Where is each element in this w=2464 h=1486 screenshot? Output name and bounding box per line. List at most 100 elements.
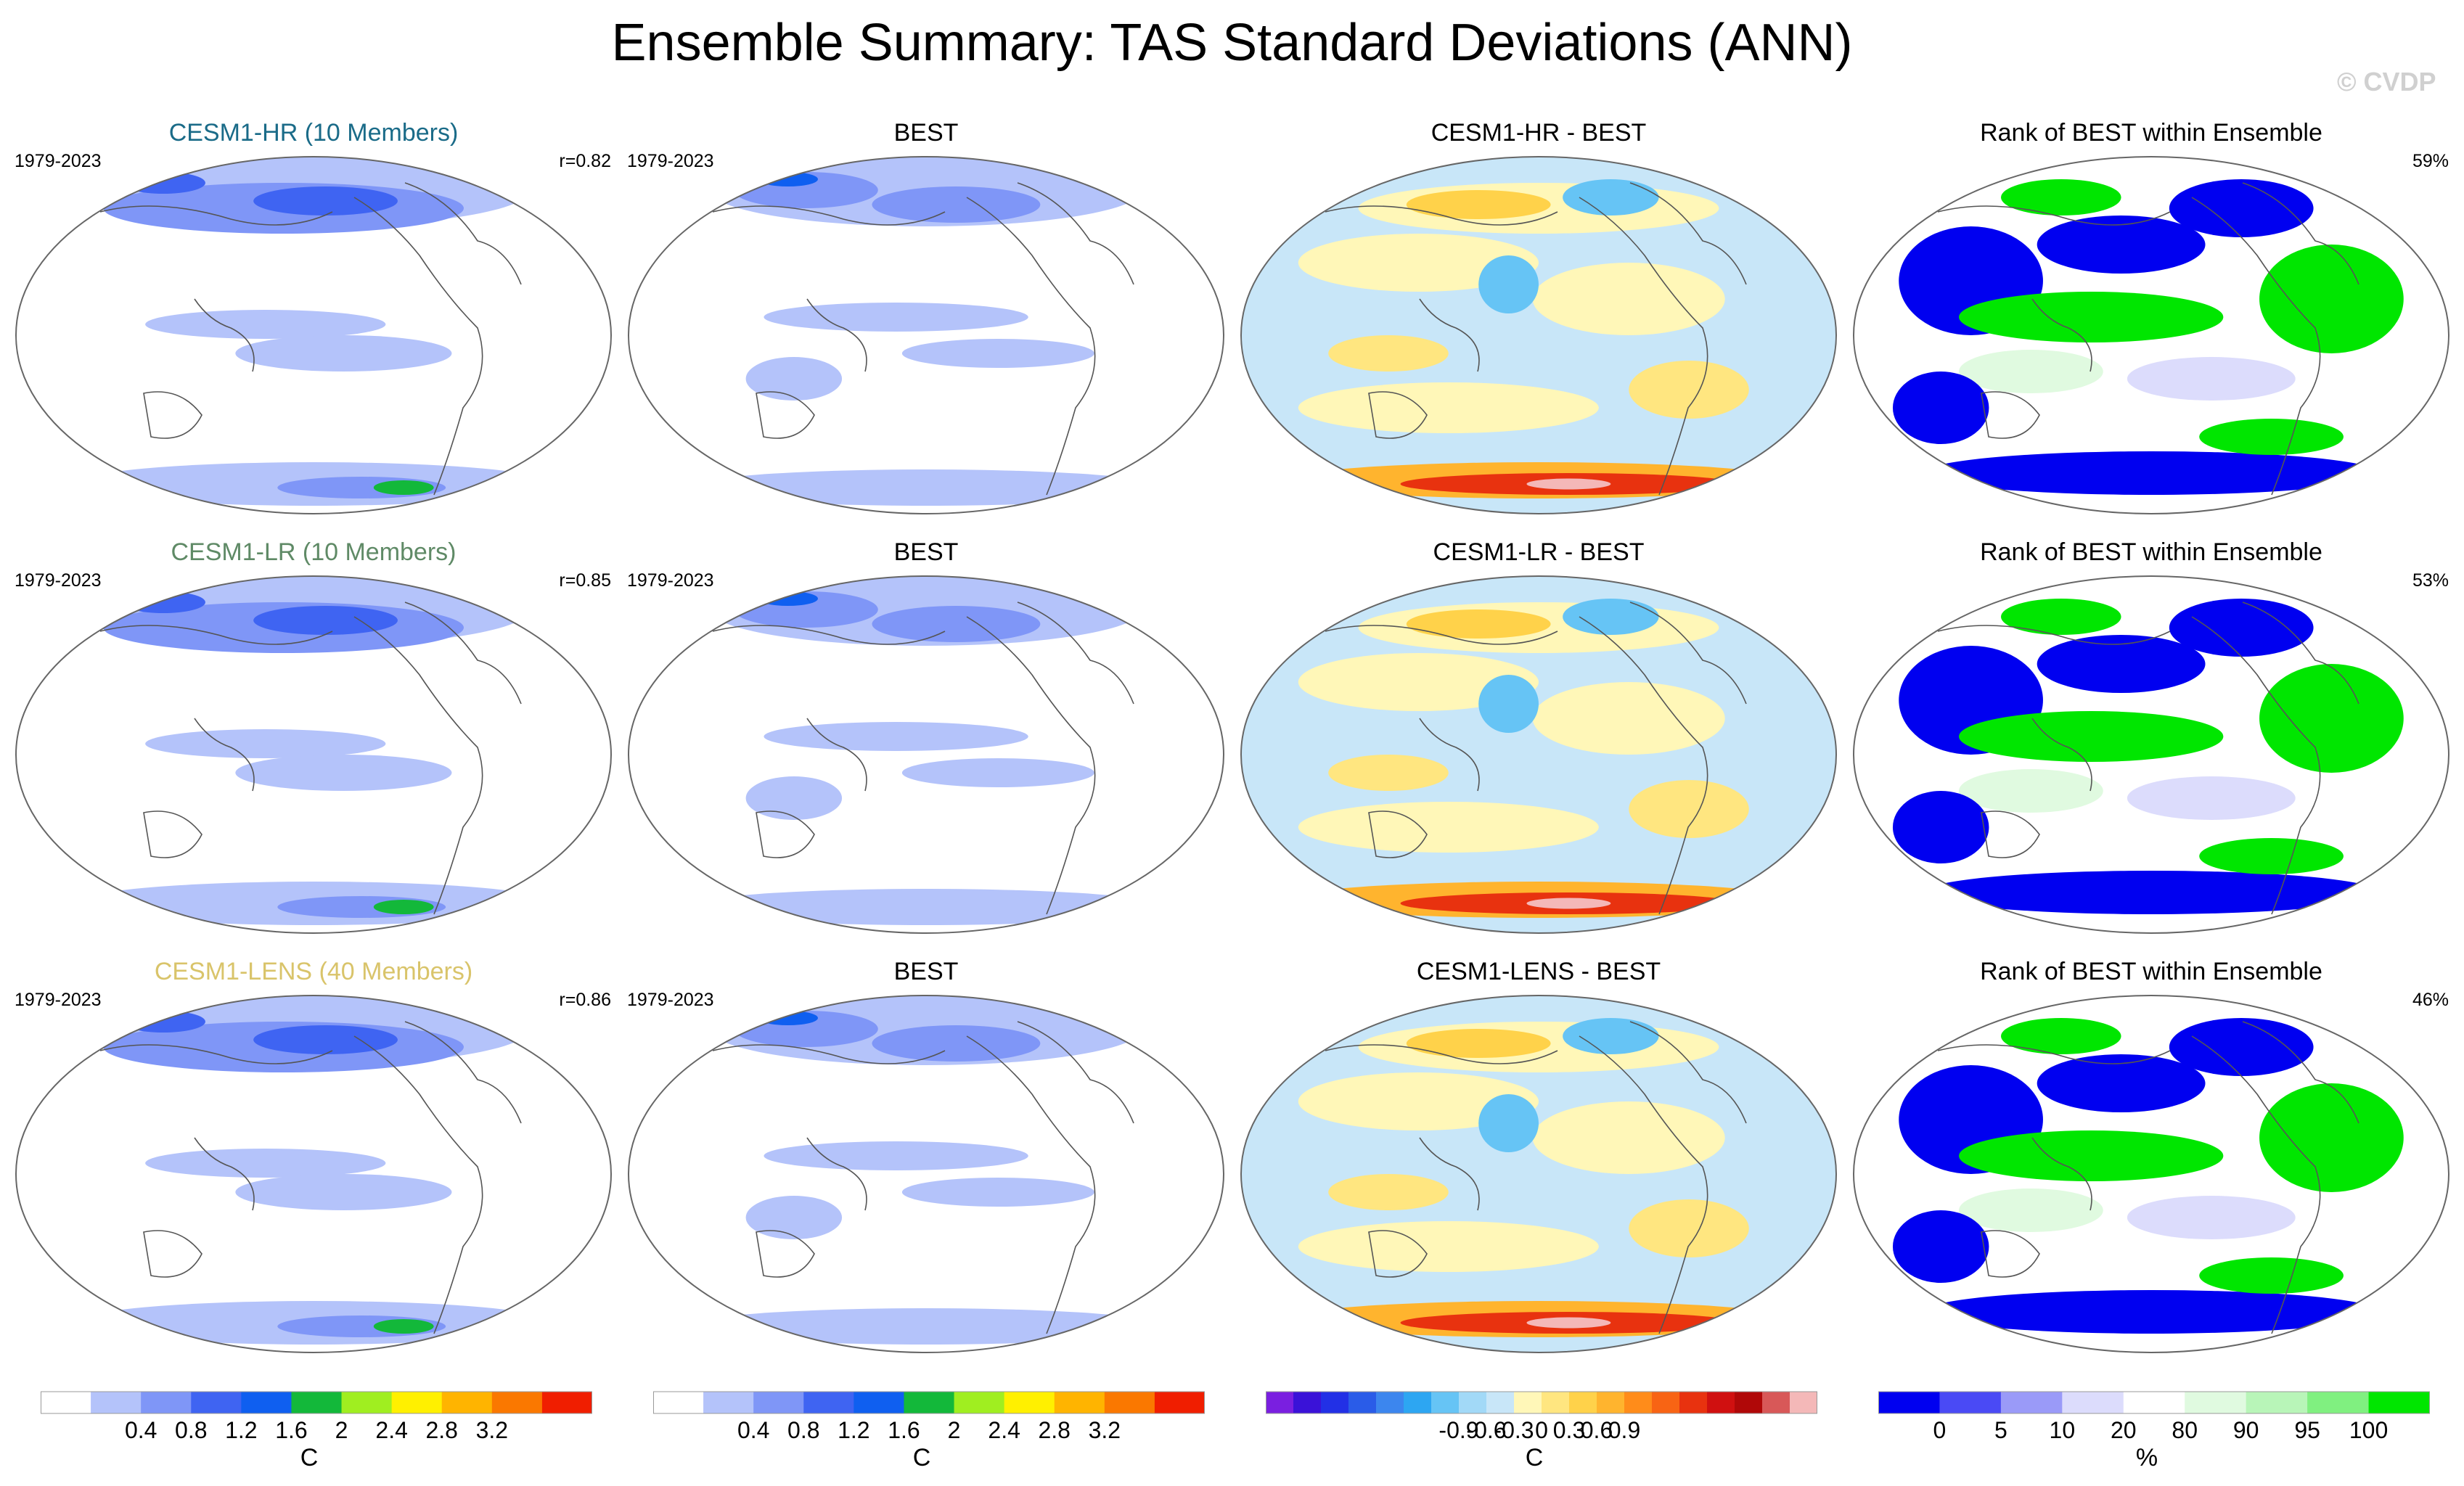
colorbar-tick-label: 2 — [948, 1417, 961, 1443]
coastline — [194, 1137, 255, 1211]
field-contour — [373, 480, 434, 495]
field-contour — [253, 606, 398, 635]
field-contour — [2127, 1196, 2296, 1239]
field-contour — [1478, 255, 1539, 313]
colorbar-tick-label: 2.8 — [425, 1417, 457, 1443]
colorbar-swatch — [291, 1392, 343, 1413]
coastline — [353, 616, 483, 915]
coastline — [2191, 197, 2321, 496]
field-contour — [1478, 1094, 1539, 1152]
coastline — [1419, 1137, 1480, 1211]
colorbar-swatch — [2246, 1392, 2308, 1413]
map-outline — [1853, 156, 2449, 514]
field-contour — [373, 900, 434, 914]
coastline — [806, 1137, 867, 1211]
field-contour — [1563, 599, 1659, 635]
coastline — [2031, 1137, 2092, 1211]
panel-title-model: CESM1-HR (10 Members) — [168, 119, 459, 147]
field-contour — [1526, 478, 1611, 490]
coastline — [99, 625, 333, 645]
coastline — [1981, 810, 2040, 858]
colorbar-swatch — [2368, 1392, 2430, 1413]
rank-percent-label: 46% — [2412, 990, 2449, 1010]
field-contour — [1328, 335, 1449, 372]
field-contour — [2259, 1083, 2404, 1192]
field-contour — [1298, 382, 1599, 433]
colorbar-tick-label: 0.4 — [125, 1417, 157, 1443]
field-contour — [121, 172, 205, 194]
map-outline — [1240, 156, 1837, 514]
field-contour — [745, 776, 843, 820]
field-contour — [121, 1011, 205, 1033]
coastline — [1325, 625, 1558, 645]
field-contour — [1892, 1210, 1989, 1283]
colorbar-swatch — [1542, 1392, 1570, 1413]
map-obs-row-2 — [628, 575, 1224, 934]
map-outline — [1853, 995, 2449, 1353]
period-label: 1979-2023 — [627, 570, 714, 591]
coastline — [143, 1230, 202, 1278]
coastline — [1579, 197, 1708, 496]
rank-percent-label: 53% — [2412, 570, 2449, 591]
field-contour — [2199, 1257, 2344, 1294]
field-contour — [121, 591, 205, 613]
colorbar-tick-label: 0.3 — [1553, 1417, 1585, 1443]
colorbar-swatch — [1321, 1392, 1349, 1413]
period-label: 1979-2023 — [627, 151, 714, 171]
field-contour — [1959, 292, 2224, 342]
coastline — [1368, 810, 1428, 858]
coastline — [756, 810, 815, 858]
coastline — [1981, 391, 2040, 439]
coastline — [194, 718, 255, 792]
map-outline — [628, 995, 1224, 1353]
colorbar-swatch — [1624, 1392, 1653, 1413]
coastline — [756, 1230, 815, 1278]
colorbar-swatch — [803, 1392, 854, 1413]
field-contour — [2037, 215, 2206, 274]
colorbar-swatch — [41, 1392, 91, 1413]
field-contour — [1959, 769, 2103, 813]
coastline — [2191, 1035, 2321, 1334]
colorbar-tick-label: 0.9 — [1608, 1417, 1640, 1443]
field-contour — [1532, 682, 1725, 755]
coastline — [353, 197, 483, 496]
field-contour — [2169, 179, 2314, 237]
pattern-correlation-label: r=0.86 — [559, 990, 611, 1010]
period-label: 1979-2023 — [15, 151, 102, 171]
coastline — [1368, 391, 1428, 439]
field-contour — [685, 889, 1167, 925]
colorbar-swatch — [1404, 1392, 1432, 1413]
field-contour — [1298, 802, 1599, 853]
coastline — [966, 197, 1096, 496]
colorbar-unit-label: % — [2136, 1444, 2158, 1471]
field-contour — [1406, 190, 1551, 219]
coastline — [1981, 1230, 2040, 1278]
field-contour — [1406, 609, 1551, 639]
panel-title-rank: Rank of BEST within Ensemble — [1980, 958, 2322, 985]
coastline — [966, 616, 1096, 915]
colorbar-4: 0 5 10 20 80 90 95 100% — [1878, 1391, 2430, 1471]
coastline — [353, 1035, 483, 1334]
period-label: 1979-2023 — [15, 990, 102, 1010]
coastline — [712, 625, 946, 645]
map-obs-row-1 — [628, 156, 1224, 514]
coastline — [1419, 298, 1480, 372]
colorbar-tick-label: 0 — [1535, 1417, 1548, 1443]
map-diff-row-3 — [1240, 995, 1837, 1353]
field-contour — [145, 310, 386, 339]
rank-percent-label: 59% — [2412, 151, 2449, 171]
coastline — [2242, 1021, 2359, 1124]
colorbar-swatch — [1054, 1392, 1105, 1413]
colorbar-swatch — [91, 1392, 142, 1413]
coastline — [2031, 298, 2092, 372]
colorbar-tick-label: 0.4 — [737, 1417, 769, 1443]
colorbar-swatch — [2062, 1392, 2124, 1413]
colorbar-unit-label: C — [300, 1444, 319, 1471]
map-outline — [1853, 575, 2449, 934]
coastline — [2191, 616, 2321, 915]
coastline — [1937, 205, 2171, 226]
map-rank-row-2 — [1853, 575, 2449, 934]
panel-title-rank: Rank of BEST within Ensemble — [1980, 119, 2322, 147]
colorbar-swatch — [954, 1392, 1005, 1413]
field-contour — [1563, 179, 1659, 215]
